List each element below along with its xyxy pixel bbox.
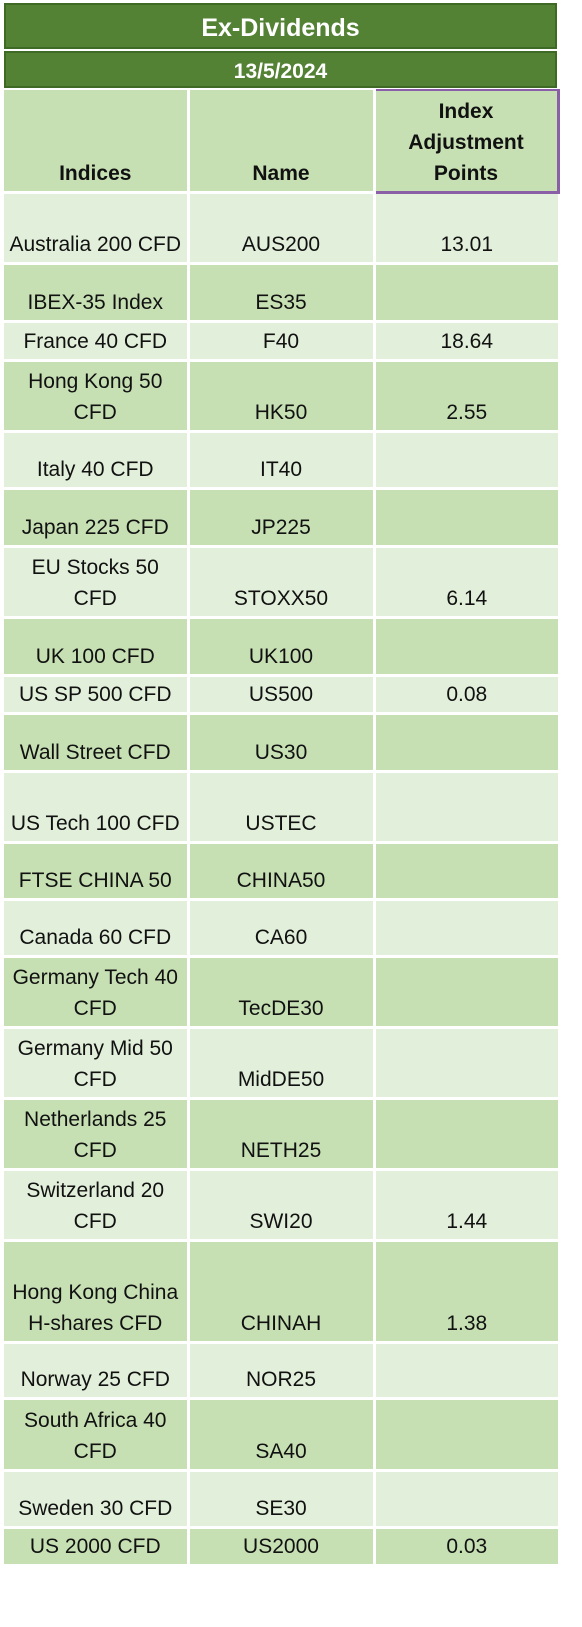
table-row: IBEX-35 Index ES35 — [4, 263, 558, 323]
cell-adjustment-points — [374, 713, 558, 773]
table-row: US 2000 CFD US2000 0.03 — [4, 1527, 558, 1567]
cell-name: SWI20 — [188, 1169, 376, 1242]
cell-name: F40 — [188, 321, 376, 362]
cell-index: Italy 40 CFD — [4, 431, 190, 490]
sheet-title: Ex-Dividends — [4, 3, 557, 49]
table-row: Germany Tech 40 CFD TecDE30 — [4, 956, 558, 1029]
cell-name: CA60 — [188, 899, 376, 958]
cell-index: EU Stocks 50 CFD — [4, 546, 190, 619]
table-row: Sweden 30 CFD SE30 — [4, 1470, 558, 1529]
table-row: Switzerland 20 CFD SWI20 1.44 — [4, 1169, 558, 1242]
cell-name: STOXX50 — [188, 546, 376, 619]
cell-adjustment-points — [374, 1470, 558, 1529]
cell-name: SE30 — [188, 1470, 376, 1529]
cell-index: Netherlands 25 CFD — [4, 1098, 190, 1171]
table-row: Japan 225 CFD JP225 — [4, 488, 558, 548]
table-row: EU Stocks 50 CFD STOXX50 6.14 — [4, 546, 558, 619]
cell-adjustment-points — [374, 488, 558, 548]
cell-name: JP225 — [188, 488, 376, 548]
cell-adjustment-points: 1.44 — [374, 1169, 558, 1242]
table-row: Hong Kong 50 CFD HK50 2.55 — [4, 360, 558, 433]
cell-index: IBEX-35 Index — [4, 263, 190, 323]
table-row: US Tech 100 CFD USTEC — [4, 771, 558, 844]
table-row: Netherlands 25 CFD NETH25 — [4, 1098, 558, 1171]
table-row: Hong Kong China H-shares CFD CHINAH 1.38 — [4, 1240, 558, 1344]
table-row: Italy 40 CFD IT40 — [4, 431, 558, 490]
table-row: UK 100 CFD UK100 — [4, 617, 558, 677]
sheet-date: 13/5/2024 — [4, 51, 557, 88]
table-row: South Africa 40 CFD SA40 — [4, 1398, 558, 1472]
cell-adjustment-points: 0.08 — [374, 675, 558, 715]
cell-adjustment-points: 0.03 — [374, 1527, 558, 1567]
cell-name: USTEC — [188, 771, 376, 844]
cell-index: South Africa 40 CFD — [4, 1398, 190, 1472]
cell-index: US 2000 CFD — [4, 1527, 190, 1567]
cell-name: SA40 — [188, 1398, 376, 1472]
cell-name: MidDE50 — [188, 1027, 376, 1100]
cell-adjustment-points — [374, 771, 558, 844]
cell-adjustment-points — [374, 899, 558, 958]
table-header-row: Indices Name Index Adjustment Points — [4, 89, 560, 194]
cell-adjustment-points: 6.14 — [374, 546, 558, 619]
cell-index: Norway 25 CFD — [4, 1342, 190, 1400]
cell-index: Japan 225 CFD — [4, 488, 190, 548]
cell-index: France 40 CFD — [4, 321, 190, 362]
cell-name: NOR25 — [188, 1342, 376, 1400]
table-row: Norway 25 CFD NOR25 — [4, 1342, 558, 1400]
table-body: Australia 200 CFD AUS200 13.01 IBEX-35 Inde… — [4, 192, 558, 1567]
ex-dividends-table: Indices Name Index Adjustment Points Aus… — [4, 89, 560, 1567]
cell-name: HK50 — [188, 360, 376, 433]
cell-adjustment-points — [374, 431, 558, 490]
cell-index: Sweden 30 CFD — [4, 1470, 190, 1529]
cell-name: ES35 — [188, 263, 376, 323]
cell-index: Germany Mid 50 CFD — [4, 1027, 190, 1100]
cell-adjustment-points: 1.38 — [374, 1240, 558, 1344]
cell-name: CHINA50 — [188, 842, 376, 901]
table-row: Canada 60 CFD CA60 — [4, 899, 558, 958]
cell-adjustment-points — [374, 1398, 558, 1472]
cell-index: Hong Kong China H-shares CFD — [4, 1240, 190, 1344]
cell-adjustment-points — [374, 617, 558, 677]
cell-name: US2000 — [188, 1527, 376, 1567]
cell-name: NETH25 — [188, 1098, 376, 1171]
cell-name: UK100 — [188, 617, 376, 677]
table-row: US SP 500 CFD US500 0.08 — [4, 675, 558, 715]
cell-index: UK 100 CFD — [4, 617, 190, 677]
table-row: Australia 200 CFD AUS200 13.01 — [4, 192, 558, 265]
cell-name: IT40 — [188, 431, 376, 490]
column-header-indices: Indices — [4, 90, 190, 194]
cell-index: Switzerland 20 CFD — [4, 1169, 190, 1242]
cell-index: Germany Tech 40 CFD — [4, 956, 190, 1029]
cell-adjustment-points — [374, 842, 558, 901]
column-header-name: Name — [188, 90, 376, 194]
cell-adjustment-points — [374, 1342, 558, 1400]
cell-index: Wall Street CFD — [4, 713, 190, 773]
cell-index: FTSE CHINA 50 — [4, 842, 190, 901]
column-header-adjustment-points: Index Adjustment Points — [372, 89, 560, 194]
cell-adjustment-points: 18.64 — [374, 321, 558, 362]
cell-index: US SP 500 CFD — [4, 675, 190, 715]
table-row: Wall Street CFD US30 — [4, 713, 558, 773]
cell-name: US30 — [188, 713, 376, 773]
cell-adjustment-points — [374, 956, 558, 1029]
cell-index: US Tech 100 CFD — [4, 771, 190, 844]
cell-name: TecDE30 — [188, 956, 376, 1029]
table-row: Germany Mid 50 CFD MidDE50 — [4, 1027, 558, 1100]
cell-adjustment-points — [374, 263, 558, 323]
cell-name: AUS200 — [188, 192, 376, 265]
cell-adjustment-points — [374, 1027, 558, 1100]
cell-index: Hong Kong 50 CFD — [4, 360, 190, 433]
table-row: France 40 CFD F40 18.64 — [4, 321, 558, 362]
cell-adjustment-points: 2.55 — [374, 360, 558, 433]
cell-name: US500 — [188, 675, 376, 715]
table-row: FTSE CHINA 50 CHINA50 — [4, 842, 558, 901]
cell-name: CHINAH — [188, 1240, 376, 1344]
cell-index: Australia 200 CFD — [4, 192, 190, 265]
cell-adjustment-points: 13.01 — [374, 192, 558, 265]
cell-adjustment-points — [374, 1098, 558, 1171]
cell-index: Canada 60 CFD — [4, 899, 190, 958]
